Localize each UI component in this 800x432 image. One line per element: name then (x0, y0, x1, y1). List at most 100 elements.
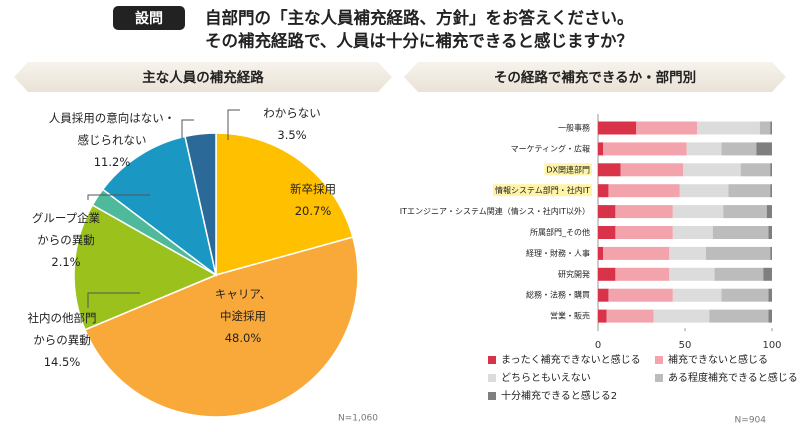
bar-segment (598, 309, 607, 323)
bar-segment (598, 267, 616, 281)
pie-label: わからない 3.5% (263, 102, 321, 146)
bar-segment (672, 205, 724, 219)
x-tick-label: 0 (595, 340, 601, 351)
bar-segment (672, 288, 722, 302)
bar-segment (768, 226, 772, 239)
bar-segment (683, 163, 741, 177)
bar-segment (620, 163, 684, 177)
value-label: 3.5% (277, 128, 307, 142)
bar-segment (770, 163, 772, 177)
value-label: 14.5% (43, 355, 81, 369)
legend-label: どちらともいえない (501, 372, 591, 384)
bar-segment (598, 121, 637, 135)
banner (404, 62, 786, 92)
bar-segment (603, 142, 687, 156)
pie-slice (101, 135, 218, 277)
category-label: 営業・販売 (550, 311, 590, 321)
question: 自部門の「主な人員補充経路、方針」をお答えください。 (205, 8, 634, 28)
legend-swatch (655, 356, 663, 364)
bar-segment (598, 205, 616, 219)
bar-segment (598, 246, 604, 260)
bar-segment (759, 121, 771, 135)
bar-segment (712, 226, 769, 239)
bar-segment (615, 267, 670, 281)
bar-segment (721, 142, 757, 156)
pie-label: 人員採用の意向はない・ 感じられない 11.2% (49, 107, 176, 173)
value-label: 20.7% (294, 204, 332, 218)
bar-segment (723, 205, 767, 219)
bar-segment (636, 121, 698, 135)
bar-segment (770, 121, 772, 135)
bar-segment (686, 142, 722, 156)
x-tick-label: 50 (679, 340, 692, 351)
value-label: 11.2% (93, 155, 131, 169)
bar-segment (679, 184, 729, 198)
bar-segment (598, 226, 616, 239)
pie-label: 新卒採用 20.7% (290, 178, 336, 222)
highlight (544, 163, 592, 176)
pie-slice (73, 204, 218, 331)
bar-segment (705, 246, 771, 260)
bar-segment (763, 267, 772, 281)
category-label: 新卒採用 (290, 182, 336, 196)
value-label: 2.1% (51, 255, 81, 269)
bar-segment (608, 288, 673, 302)
badge: 設問 (135, 10, 163, 27)
pie-slice (83, 236, 359, 418)
banner (14, 62, 392, 92)
chart-title: 主な人員の補充経路 (142, 69, 264, 86)
bar-segment (740, 163, 771, 177)
category-label: 研究開発 (558, 269, 590, 279)
bar-segment (615, 205, 673, 219)
category-label: 所属部門_その他 (530, 227, 590, 237)
category-label: 一般事務 (558, 123, 590, 133)
bar-segment (709, 309, 769, 323)
value-label: 48.0% (224, 331, 262, 345)
bar-segment (603, 246, 670, 260)
bar-segment (697, 121, 760, 135)
leader-line (227, 109, 240, 140)
legend-label: 十分補充できると感じる2 (501, 389, 617, 402)
bar-segment (606, 309, 654, 323)
leader-line (87, 292, 140, 308)
bar-segment (768, 288, 772, 302)
bar-segment (768, 309, 772, 323)
badge-box (113, 6, 185, 30)
category-label: わからない (263, 106, 321, 120)
bar-segment (598, 184, 609, 198)
pie-label: キャリア、 中途採用 48.0% (215, 283, 271, 349)
x-tick-label: 100 (762, 340, 781, 351)
bar-segment (672, 226, 713, 239)
bar-segment (598, 288, 609, 302)
legend-swatch (655, 374, 663, 382)
category-label: ITエンジニア・システム関連（情シス・社内IT以外） (400, 206, 590, 216)
legend-label: 補充できないと感じる (668, 353, 768, 366)
bar-segment (770, 246, 772, 260)
category-label: 社内の他部門 からの異動 (27, 311, 97, 347)
bar-segment (721, 288, 769, 302)
bar-segment (669, 246, 706, 260)
bar-segment (615, 226, 673, 239)
highlight (492, 184, 593, 197)
question: その補充経路で、人員は十分に補充できると感じますか？ (205, 31, 633, 51)
pie-slice (184, 132, 217, 276)
legend-label: まったく補充できないと感じる (501, 353, 641, 366)
category-label: 人員採用の意向はない・ 感じられない (48, 111, 176, 147)
category-label: DX関連部門 (546, 164, 590, 174)
legend-swatch (488, 356, 496, 364)
bar-segment (608, 184, 680, 198)
legend-swatch (488, 374, 496, 382)
legend-label: ある程度補充できると感じる (668, 371, 798, 384)
bar-segment (653, 309, 710, 323)
category-label: 経理・財務・人事 (526, 248, 590, 258)
bar-segment (728, 184, 771, 198)
bar-segment (766, 205, 772, 219)
bar-segment (598, 142, 604, 156)
chart-title: その経路で補充できるか・部門別 (494, 69, 696, 86)
legend-swatch (488, 392, 496, 400)
category-label: 総務・法務・購買 (526, 290, 590, 300)
bar-segment (598, 163, 621, 177)
bar-segment (714, 267, 764, 281)
pie-label: 社内の他部門 からの異動 14.5% (28, 307, 97, 373)
